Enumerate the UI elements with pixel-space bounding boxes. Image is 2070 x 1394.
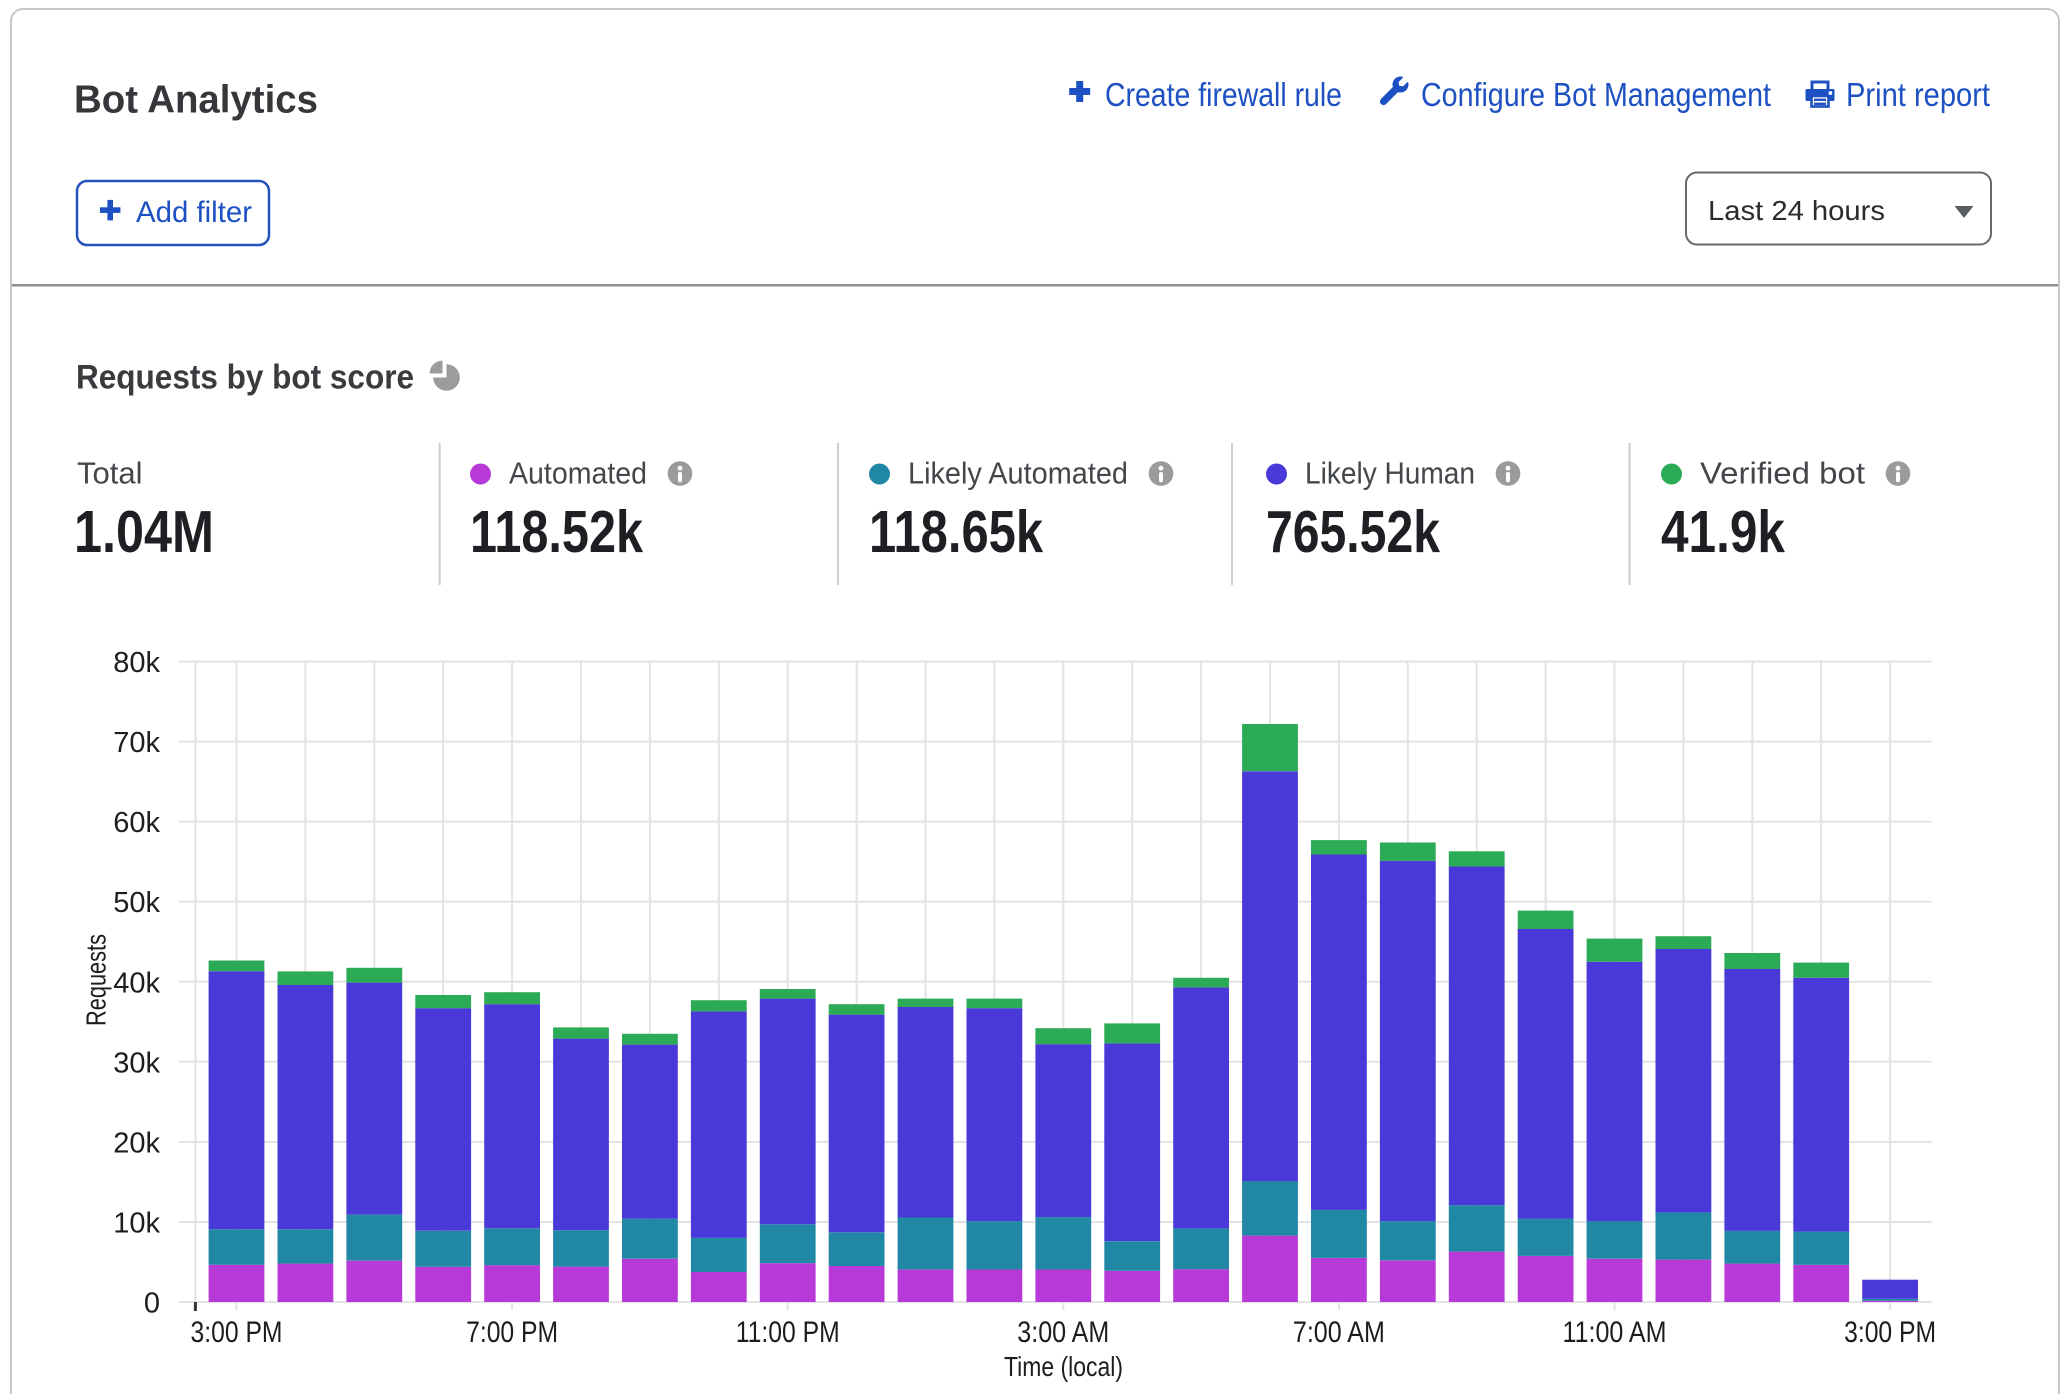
svg-text:7:00 PM: 7:00 PM — [466, 1316, 558, 1349]
svg-text:Configure Bot Management: Configure Bot Management — [1421, 76, 1771, 113]
svg-text:11:00 AM: 11:00 AM — [1563, 1316, 1667, 1349]
svg-text:Bot Analytics: Bot Analytics — [74, 79, 318, 122]
svg-text:Verified bot: Verified bot — [1700, 456, 1865, 491]
svg-text:Requests: Requests — [81, 934, 112, 1026]
svg-text:20k: 20k — [113, 1127, 160, 1159]
svg-text:765.52k: 765.52k — [1266, 499, 1440, 565]
svg-text:118.65k: 118.65k — [869, 499, 1043, 565]
svg-text:Likely Automated: Likely Automated — [908, 456, 1128, 491]
svg-text:Last 24 hours: Last 24 hours — [1708, 195, 1885, 226]
svg-text:41.9k: 41.9k — [1661, 499, 1785, 565]
svg-text:Create firewall rule: Create firewall rule — [1105, 76, 1342, 113]
svg-text:Likely Human: Likely Human — [1305, 456, 1475, 491]
svg-text:Print report: Print report — [1846, 76, 1990, 113]
svg-text:Requests by bot score: Requests by bot score — [76, 359, 414, 397]
svg-text:11:00 PM: 11:00 PM — [736, 1316, 840, 1349]
svg-text:0: 0 — [144, 1288, 160, 1320]
svg-text:Time (local): Time (local) — [1004, 1351, 1123, 1382]
svg-text:118.52k: 118.52k — [470, 499, 643, 565]
svg-text:10k: 10k — [113, 1208, 160, 1240]
svg-text:Automated: Automated — [509, 456, 647, 491]
svg-text:80k: 80k — [113, 647, 160, 679]
svg-text:3:00 AM: 3:00 AM — [1017, 1316, 1109, 1349]
svg-text:30k: 30k — [113, 1047, 160, 1079]
svg-text:3:00 PM: 3:00 PM — [191, 1316, 283, 1349]
svg-text:40k: 40k — [113, 967, 160, 999]
svg-text:1.04M: 1.04M — [74, 499, 214, 565]
svg-text:3:00 PM: 3:00 PM — [1844, 1316, 1936, 1349]
svg-text:60k: 60k — [113, 807, 160, 839]
svg-text:50k: 50k — [113, 887, 160, 919]
svg-text:7:00 AM: 7:00 AM — [1293, 1316, 1385, 1349]
svg-text:Total: Total — [77, 456, 142, 491]
svg-text:Add filter: Add filter — [136, 196, 252, 229]
svg-text:70k: 70k — [113, 727, 160, 759]
